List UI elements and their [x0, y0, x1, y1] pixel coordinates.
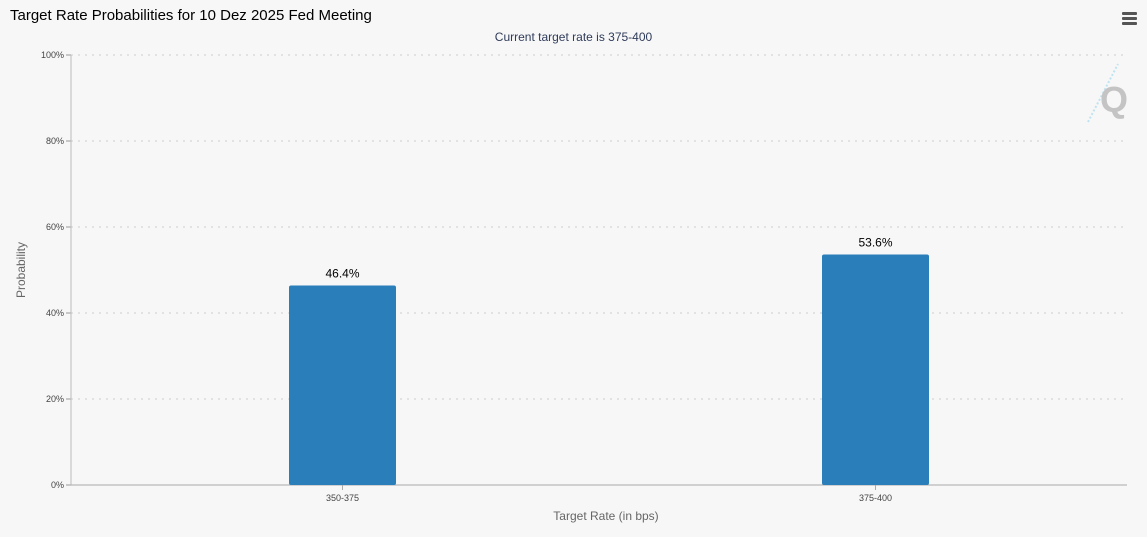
hamburger-menu-icon[interactable]: [1122, 12, 1137, 27]
y-axis-title: Probability: [14, 242, 28, 298]
bar-375-400[interactable]: [822, 254, 929, 485]
chart-subtitle: Current target rate is 375-400: [494, 30, 653, 44]
data-label: 46.4%: [325, 266, 359, 280]
y-tick-label: 20%: [46, 394, 64, 404]
svg-text:Q: Q: [1100, 79, 1128, 120]
x-tick-label: 350-375: [326, 493, 359, 503]
y-tick-label: 80%: [46, 136, 64, 146]
y-tick-label: 40%: [46, 308, 64, 318]
chart-title: Target Rate Probabilities for 10 Dez 202…: [10, 7, 372, 24]
y-tick-label: 100%: [41, 50, 64, 60]
bar-350-375[interactable]: [289, 285, 396, 485]
y-tick-label: 0%: [51, 480, 64, 490]
x-tick-label: 375-400: [859, 493, 892, 503]
watermark-logo: Q: [1087, 63, 1128, 123]
x-axis-title: Target Rate (in bps): [553, 509, 658, 523]
data-label: 53.6%: [858, 236, 892, 250]
y-tick-label: 60%: [46, 222, 64, 232]
